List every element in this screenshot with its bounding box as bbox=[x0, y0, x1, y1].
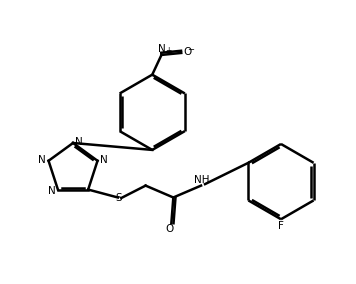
Text: +: + bbox=[165, 47, 171, 55]
Text: −: − bbox=[187, 45, 194, 55]
Text: S: S bbox=[115, 193, 122, 203]
Text: O: O bbox=[165, 224, 173, 234]
Text: N: N bbox=[48, 185, 55, 196]
Text: N: N bbox=[100, 155, 108, 165]
Text: N: N bbox=[75, 137, 82, 147]
Text: N: N bbox=[38, 155, 46, 165]
Text: NH: NH bbox=[194, 175, 209, 185]
Text: N: N bbox=[158, 44, 165, 55]
Text: F: F bbox=[278, 221, 284, 231]
Text: O: O bbox=[184, 47, 192, 57]
